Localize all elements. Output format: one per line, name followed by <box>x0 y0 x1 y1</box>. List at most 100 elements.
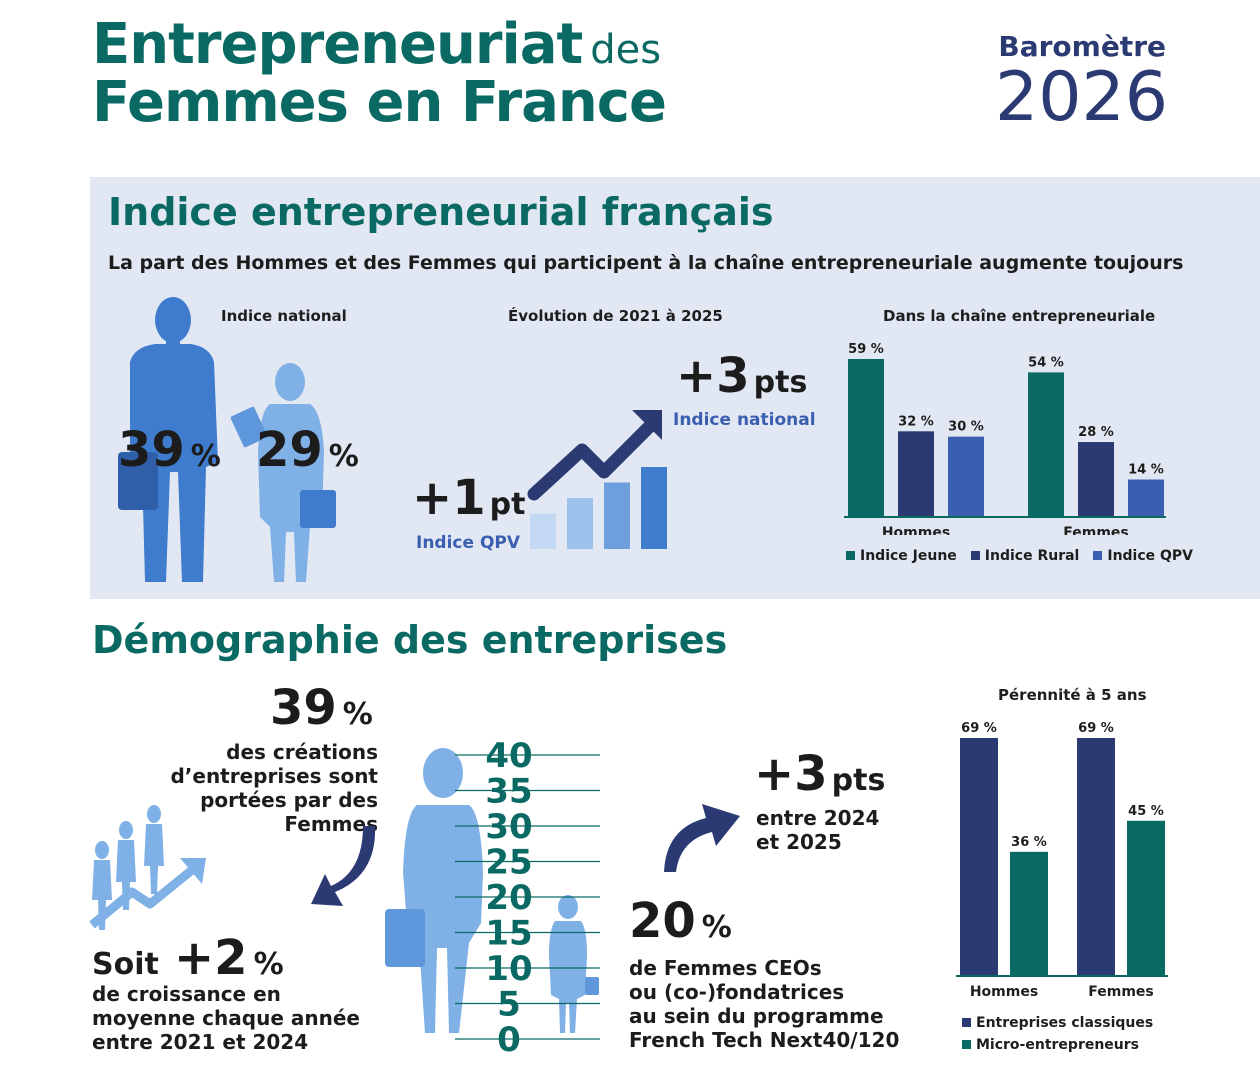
bar-femmes-1 <box>1078 442 1114 517</box>
scale-tick-label: 30 <box>485 807 532 847</box>
arrow-head-icon <box>632 410 662 440</box>
bar-value-label: 69 % <box>1078 721 1114 736</box>
legend-item: Indice Rural <box>970 548 1080 564</box>
chart2-legend: Entreprises classiques Micro-entrepreneur… <box>962 1012 1153 1056</box>
growth-text-line: de croissance en <box>92 982 281 1006</box>
woman-silhouette-icon <box>230 363 336 582</box>
creations-stat: 39% <box>270 680 373 736</box>
creations-text-line: d’entreprises sont <box>170 764 378 788</box>
barometre-year: 2026 <box>994 58 1168 137</box>
legend-swatch <box>970 551 980 560</box>
men-women-figures <box>118 297 336 582</box>
section1-title: Indice entrepreneurial français <box>108 190 774 234</box>
section2-title: Démographie des entreprises <box>92 618 728 662</box>
bar-femmes-1 <box>1127 820 1165 976</box>
category-label: Hommes <box>970 984 1038 1000</box>
legend-label: Entreprises classiques <box>976 1015 1154 1031</box>
man-silhouette-icon <box>118 297 218 582</box>
legend-swatch <box>846 551 855 560</box>
bar-value-label: 28 % <box>1078 425 1114 440</box>
change-text-line: entre 2024 <box>756 806 880 830</box>
bar-femmes-0 <box>1028 372 1064 517</box>
bar-hommes-0 <box>848 359 884 517</box>
creations-pct: % <box>342 697 373 732</box>
change-text: entre 2024 et 2025 <box>756 806 879 854</box>
legend-label: Indice Jeune <box>860 548 957 564</box>
national-evolution-value: +3 <box>676 348 750 404</box>
bar-femmes-0 <box>1077 738 1115 976</box>
national-evolution: +3 pts <box>676 348 807 404</box>
bar-value-label: 30 % <box>948 420 984 435</box>
growth-text-line: entre 2021 et 2024 <box>92 1030 309 1054</box>
legend-label: Micro-entrepreneurs <box>976 1037 1140 1053</box>
category-label: Hommes <box>882 525 950 535</box>
creations-text: des créations d’entreprises sont portées… <box>170 740 378 836</box>
ceo-stat: 20% <box>629 893 732 949</box>
growth-pct: % <box>253 947 284 982</box>
section1-subtitle: La part des Hommes et des Femmes qui par… <box>108 252 1184 274</box>
ceo-value: 20 <box>629 893 696 949</box>
bar-value-label: 45 % <box>1128 804 1164 819</box>
evolution-heading: Évolution de 2021 à 2025 <box>508 307 723 325</box>
scale-tick-label: 15 <box>485 914 532 954</box>
women-indice-pct: % <box>328 439 359 474</box>
curved-arrow-up-icon <box>664 804 740 872</box>
bar-value-label: 14 % <box>1128 463 1164 478</box>
perennite-chart: 69 % 36 % Hommes 69 % 45 % Femmes <box>956 721 1168 1000</box>
ceo-pct: % <box>701 910 732 945</box>
growth-text-line: moyenne chaque année <box>92 1006 360 1030</box>
legend-swatch <box>962 1018 971 1027</box>
growth-bar <box>604 482 630 549</box>
change-text-line: et 2025 <box>756 830 842 854</box>
qpv-evolution: +1 pt <box>412 470 525 526</box>
curved-arrow-down-icon <box>311 826 376 906</box>
growth-stat: Soit +2% <box>92 930 284 986</box>
creations-text-line: portées par des <box>200 788 378 812</box>
creations-text-line: Femmes <box>284 812 378 836</box>
ceo-text-line: French Tech Next40/120 <box>629 1028 900 1052</box>
men-indice: 39% <box>118 422 221 478</box>
ceo-text-line: au sein du programme <box>629 1004 884 1028</box>
national-evolution-unit: pts <box>753 365 808 400</box>
bar-hommes-2 <box>948 436 984 517</box>
category-label: Femmes <box>1088 984 1154 1000</box>
barometre-label: Baromètre <box>998 30 1166 63</box>
bar-value-label: 32 % <box>898 414 934 429</box>
scale-tick-label: 35 <box>485 772 532 812</box>
men-indice-value: 39 <box>118 422 185 478</box>
scale-tick-label: 10 <box>485 949 532 989</box>
legend-item: Indice Jeune <box>846 548 957 564</box>
women-indice-value: 29 <box>256 422 323 478</box>
bar-value-label: 59 % <box>848 342 884 357</box>
creations-value: 39 <box>270 680 337 736</box>
chart1-title: Dans la chaîne entrepreneuriale <box>883 307 1156 325</box>
small-woman-silhouette-icon <box>549 895 599 1033</box>
growth-prefix: Soit <box>92 947 159 982</box>
scale-tick-label: 5 <box>497 985 521 1025</box>
growth-bar <box>530 513 556 549</box>
legend-swatch <box>962 1040 971 1049</box>
legend-swatch <box>1093 551 1103 560</box>
growth-bar <box>641 467 667 549</box>
scale-tick-label: 20 <box>485 878 532 918</box>
women-indice: 29% <box>256 422 359 478</box>
qpv-evolution-unit: pt <box>489 487 526 522</box>
bar-value-label: 36 % <box>1011 835 1047 850</box>
legend-label: Indice Rural <box>984 548 1080 564</box>
title-part2: des <box>590 27 662 73</box>
bar-hommes-1 <box>1010 851 1048 976</box>
growth-value: +2 <box>173 930 248 986</box>
scale-tick-label: 25 <box>485 843 532 883</box>
bar-hommes-0 <box>960 738 998 976</box>
growth-chart-icon <box>527 410 667 549</box>
legend-label: Indice QPV <box>1107 548 1194 564</box>
women-growth-icon <box>89 805 206 930</box>
page-title-line1: Entrepreneuriat des <box>92 12 661 77</box>
chaine-chart: 59 % 32 % 30 % Hommes 54 % 28 % 14 % Femmes <box>844 342 1166 535</box>
scale-tick-label: 0 <box>497 1020 521 1058</box>
men-indice-pct: % <box>190 439 221 474</box>
bar-hommes-1 <box>898 431 934 517</box>
national-evolution-label: Indice national <box>673 410 816 430</box>
growth-text: de croissance en moyenne chaque année en… <box>92 982 360 1054</box>
change-unit: pts <box>831 763 886 798</box>
